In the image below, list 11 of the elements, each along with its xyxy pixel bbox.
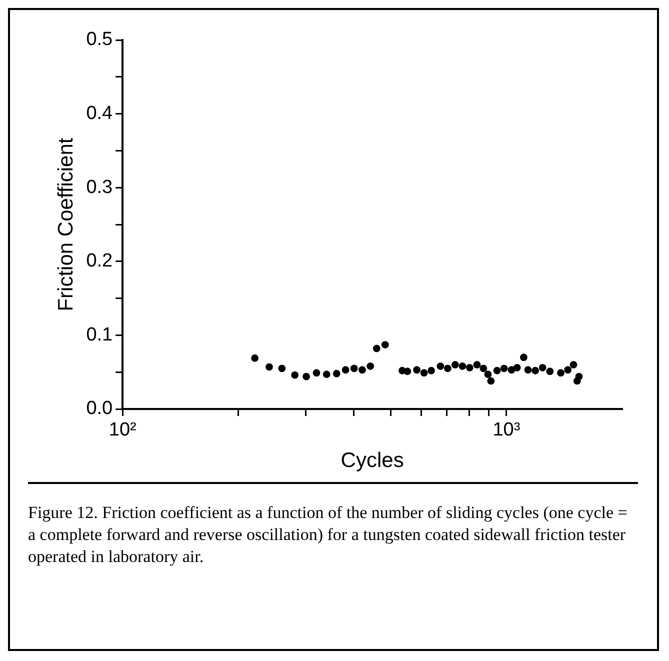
x-axis-title: Cycles <box>340 449 404 472</box>
y-tick-label: 0.4 <box>86 103 114 124</box>
y-tick-label: 0.5 <box>86 29 113 50</box>
y-axis-title: Friction Coefficient <box>54 138 78 312</box>
caption: Figure 12. Friction coefficient as a function of the number of sliding cycles (one cycle = a complete forward and reverse oscillation) for a tungsten coated sidewall friction tester operated in laboratory air. <box>28 502 628 568</box>
x-tick-label: 10³ <box>492 420 520 441</box>
y-tick-label: 0.3 <box>86 176 113 198</box>
y-tick-label: 0.1 <box>86 324 113 346</box>
x-tick-label: 10² <box>108 420 136 441</box>
y-tick-label: 0.2 <box>86 250 113 272</box>
y-tick-label: 0.0 <box>86 398 113 420</box>
